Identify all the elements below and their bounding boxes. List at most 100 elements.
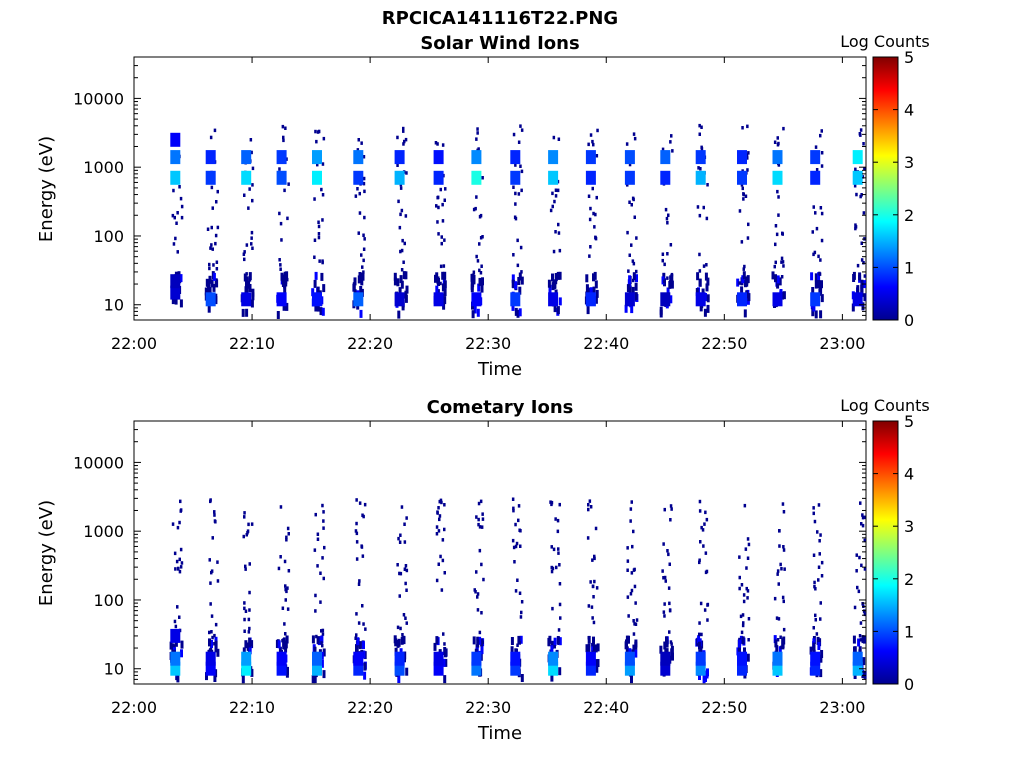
- heatmap-cell: [476, 608, 480, 612]
- heatmap-cell: [279, 555, 282, 559]
- heatmap-cell: [398, 287, 402, 296]
- heatmap-cell: [667, 213, 670, 217]
- heatmap-cell: [775, 645, 779, 654]
- heatmap-cell: [736, 278, 740, 287]
- heatmap-cell: [550, 673, 554, 682]
- heatmap-cell: [360, 141, 363, 145]
- heatmap-cell: [440, 241, 443, 246]
- heatmap-cell: [397, 199, 400, 204]
- heatmap-cell: [284, 276, 287, 281]
- heatmap-cell: [585, 284, 589, 293]
- heatmap-cell: [741, 613, 745, 617]
- heatmap-cell: [814, 145, 818, 149]
- heatmap-cell: [320, 651, 324, 660]
- heatmap-cell: [632, 261, 636, 266]
- heatmap-cell: [742, 593, 746, 597]
- heatmap-cell: [558, 637, 562, 646]
- heatmap-cell: [245, 287, 249, 296]
- heatmap-cell: [399, 275, 403, 284]
- heatmap-cell: [669, 275, 672, 279]
- heatmap-cell: [519, 635, 523, 644]
- heatmap-cell: [362, 181, 366, 186]
- heatmap-cell: [852, 292, 863, 307]
- heatmap-cell: [434, 141, 438, 145]
- heatmap-cell: [771, 271, 775, 280]
- heatmap-cell: [635, 236, 638, 240]
- heatmap-cell: [174, 567, 177, 571]
- heatmap-cell: [820, 129, 823, 133]
- heatmap-cell: [635, 274, 638, 283]
- heatmap-cell: [211, 206, 214, 210]
- heatmap-cell: [472, 207, 476, 212]
- heatmap-cell: [852, 635, 856, 644]
- heatmap-cell: [548, 150, 559, 165]
- heatmap-cell: [180, 215, 184, 220]
- heatmap-cell: [515, 541, 519, 546]
- heatmap-cell: [700, 147, 704, 151]
- heatmap-cell: [362, 622, 365, 626]
- heatmap-cell: [819, 533, 822, 537]
- heatmap-cell: [861, 670, 865, 679]
- heatmap-cell: [179, 499, 182, 504]
- heatmap-cell: [777, 141, 780, 146]
- heatmap-cell: [551, 606, 554, 611]
- heatmap-cell: [404, 616, 407, 620]
- heatmap-cell: [437, 506, 440, 510]
- heatmap-cell: [627, 614, 630, 618]
- heatmap-cell: [287, 182, 290, 186]
- heatmap-cell: [780, 645, 783, 650]
- heatmap-cell: [669, 276, 673, 285]
- y-tick-label: 10: [104, 660, 124, 679]
- plot-area-cometary: [133, 420, 867, 685]
- heatmap-cell: [591, 642, 594, 647]
- heatmap-cell: [670, 134, 673, 138]
- colorbar-tick-label: 4: [904, 101, 914, 120]
- heatmap-cell: [285, 635, 289, 644]
- heatmap-cell: [321, 162, 325, 166]
- heatmap-cell: [858, 634, 862, 638]
- heatmap-cell: [358, 579, 361, 583]
- heatmap-cell: [738, 646, 741, 655]
- heatmap-cell: [402, 271, 406, 280]
- heatmap-cell: [547, 279, 551, 288]
- heatmap-cell: [631, 259, 635, 263]
- heatmap-cell: [287, 569, 291, 573]
- heatmap-cell: [214, 296, 218, 305]
- heatmap-cell: [631, 286, 635, 295]
- heatmap-cell: [511, 538, 515, 543]
- heatmap-cell: [635, 269, 638, 274]
- heatmap-cell: [355, 531, 359, 536]
- heatmap-cell: [312, 292, 322, 307]
- heatmap-cell: [175, 559, 179, 564]
- heatmap-cell: [170, 661, 181, 676]
- heatmap-cell: [592, 273, 595, 282]
- heatmap-cell: [214, 241, 217, 246]
- heatmap-cell: [630, 571, 634, 575]
- heatmap-cell: [587, 142, 590, 147]
- heatmap-cell: [702, 205, 705, 210]
- heatmap-cell: [175, 221, 178, 225]
- heatmap-cell: [704, 272, 708, 281]
- heatmap-cell: [773, 596, 777, 601]
- heatmap-cell: [703, 522, 706, 526]
- heatmap-cell: [510, 292, 521, 307]
- heatmap-cell: [590, 605, 594, 609]
- heatmap-cell: [471, 310, 475, 319]
- heatmap-cell: [176, 211, 179, 215]
- heatmap-cell: [519, 245, 523, 250]
- heatmap-cell: [630, 500, 633, 504]
- heatmap-cell: [772, 150, 783, 165]
- heatmap-cell: [172, 188, 175, 193]
- heatmap-cell: [782, 599, 785, 604]
- heatmap-cell: [634, 641, 638, 650]
- heatmap-cell: [596, 128, 599, 133]
- heatmap-cell: [279, 267, 282, 271]
- heatmap-cell: [516, 578, 519, 582]
- heatmap-cell: [587, 644, 591, 648]
- heatmap-cell: [668, 630, 671, 634]
- heatmap-cell: [216, 189, 219, 194]
- heatmap-cell: [624, 661, 635, 676]
- heatmap-cell: [779, 562, 782, 567]
- heatmap-cell: [313, 279, 317, 288]
- heatmap-cell: [594, 295, 598, 304]
